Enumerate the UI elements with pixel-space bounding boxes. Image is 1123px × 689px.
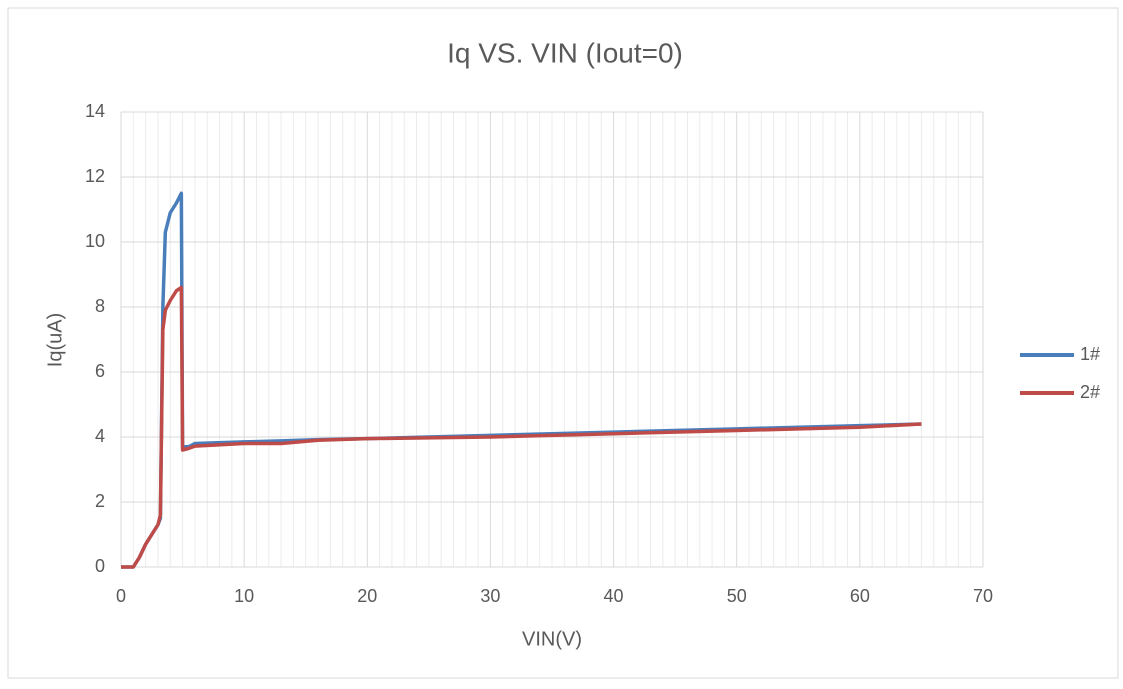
x-tick-label: 20 (357, 586, 377, 606)
y-axis-label: Iq(uA) (44, 313, 66, 367)
legend-label: 2# (1080, 382, 1100, 402)
y-tick-label: 2 (95, 491, 105, 511)
x-tick-label: 10 (234, 586, 254, 606)
legend-label: 1# (1080, 344, 1100, 364)
y-tick-label: 0 (95, 556, 105, 576)
x-tick-label: 30 (480, 586, 500, 606)
chart-border (7, 7, 1119, 679)
x-axis-label: VIN(V) (522, 628, 582, 650)
y-tick-label: 12 (85, 166, 105, 186)
y-tick-label: 6 (95, 361, 105, 381)
y-tick-label: 8 (95, 296, 105, 316)
y-tick-label: 4 (95, 426, 105, 446)
x-tick-label: 40 (604, 586, 624, 606)
series-line (121, 285, 922, 569)
x-tick-label: 60 (850, 586, 870, 606)
x-tick-label: 0 (116, 586, 126, 606)
y-tick-label: 10 (85, 231, 105, 251)
x-tick-label: 70 (973, 586, 993, 606)
y-tick-label: 14 (85, 101, 105, 121)
chart-title: Iq VS. VIN (Iout=0) (447, 37, 683, 68)
x-tick-label: 50 (727, 586, 747, 606)
